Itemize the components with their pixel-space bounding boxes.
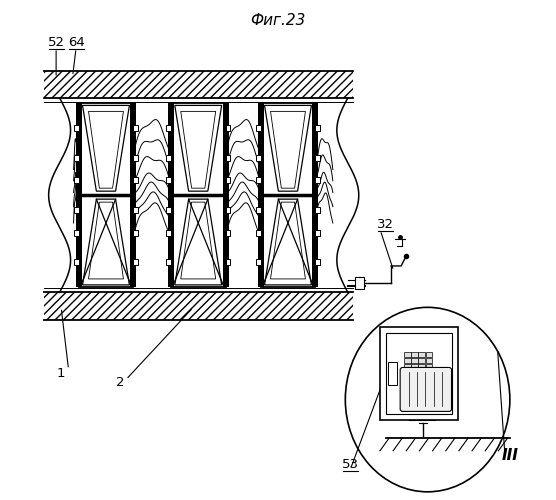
Bar (256, 207, 261, 213)
Bar (44, 70, 353, 98)
Bar (315, 125, 320, 131)
Bar (74, 177, 78, 183)
Polygon shape (82, 106, 130, 191)
Bar (419, 352, 425, 357)
Bar (222, 103, 229, 288)
Bar (411, 364, 418, 369)
Bar (166, 155, 171, 160)
Bar (44, 70, 353, 98)
Bar (404, 364, 411, 369)
Bar (315, 155, 320, 160)
Bar (315, 260, 320, 266)
Text: 32: 32 (377, 218, 394, 230)
FancyBboxPatch shape (400, 368, 451, 412)
Bar (171, 103, 226, 288)
Text: 2: 2 (116, 376, 124, 388)
Bar (74, 230, 78, 235)
Bar (44, 292, 353, 320)
Bar (133, 155, 138, 160)
Text: 53: 53 (342, 458, 359, 471)
Polygon shape (271, 202, 305, 279)
Bar (166, 230, 171, 235)
Polygon shape (88, 202, 123, 279)
Polygon shape (265, 199, 311, 285)
Bar (256, 260, 261, 266)
Polygon shape (82, 199, 130, 285)
Bar (133, 177, 138, 183)
Polygon shape (181, 112, 216, 188)
Polygon shape (265, 106, 311, 191)
Bar (74, 125, 78, 131)
Bar (166, 125, 171, 131)
Bar (256, 177, 261, 183)
Bar (166, 260, 171, 266)
Bar (74, 260, 78, 266)
Bar (166, 207, 171, 213)
Bar (256, 155, 261, 160)
Bar (168, 103, 174, 288)
Bar (315, 177, 320, 183)
Bar (74, 155, 78, 160)
Polygon shape (88, 112, 123, 188)
Bar (76, 103, 82, 288)
Text: III: III (502, 448, 518, 464)
Bar (388, 362, 397, 384)
Ellipse shape (345, 308, 510, 492)
Bar (425, 352, 432, 357)
Polygon shape (175, 199, 222, 285)
Polygon shape (175, 106, 222, 191)
Bar (380, 327, 458, 420)
Bar (133, 125, 138, 131)
Bar (312, 103, 319, 288)
Bar (419, 364, 425, 369)
Polygon shape (181, 202, 216, 279)
Bar (44, 292, 353, 320)
Text: 52: 52 (48, 36, 64, 49)
Bar (425, 358, 432, 363)
Text: Фиг.23: Фиг.23 (250, 13, 306, 28)
Bar (404, 352, 411, 357)
Bar (226, 177, 230, 183)
Polygon shape (271, 112, 305, 188)
Bar (315, 230, 320, 235)
Bar (226, 125, 230, 131)
Bar (411, 352, 418, 357)
Bar (133, 207, 138, 213)
Bar (133, 260, 138, 266)
Bar (131, 103, 136, 288)
Bar (419, 358, 425, 363)
Bar (411, 358, 418, 363)
Bar (166, 177, 171, 183)
Bar (78, 103, 133, 288)
Bar (315, 207, 320, 213)
Bar (74, 207, 78, 213)
Bar (226, 260, 230, 266)
Bar (404, 358, 411, 363)
Bar (226, 155, 230, 160)
Bar (133, 230, 138, 235)
Text: 64: 64 (68, 36, 85, 49)
Bar (386, 333, 451, 414)
Bar (425, 364, 432, 369)
Bar (355, 278, 364, 289)
Text: 1: 1 (57, 367, 66, 380)
Bar (261, 103, 315, 288)
Bar (226, 207, 230, 213)
Bar (257, 103, 264, 288)
Bar (226, 230, 230, 235)
Bar (256, 230, 261, 235)
Bar (256, 125, 261, 131)
